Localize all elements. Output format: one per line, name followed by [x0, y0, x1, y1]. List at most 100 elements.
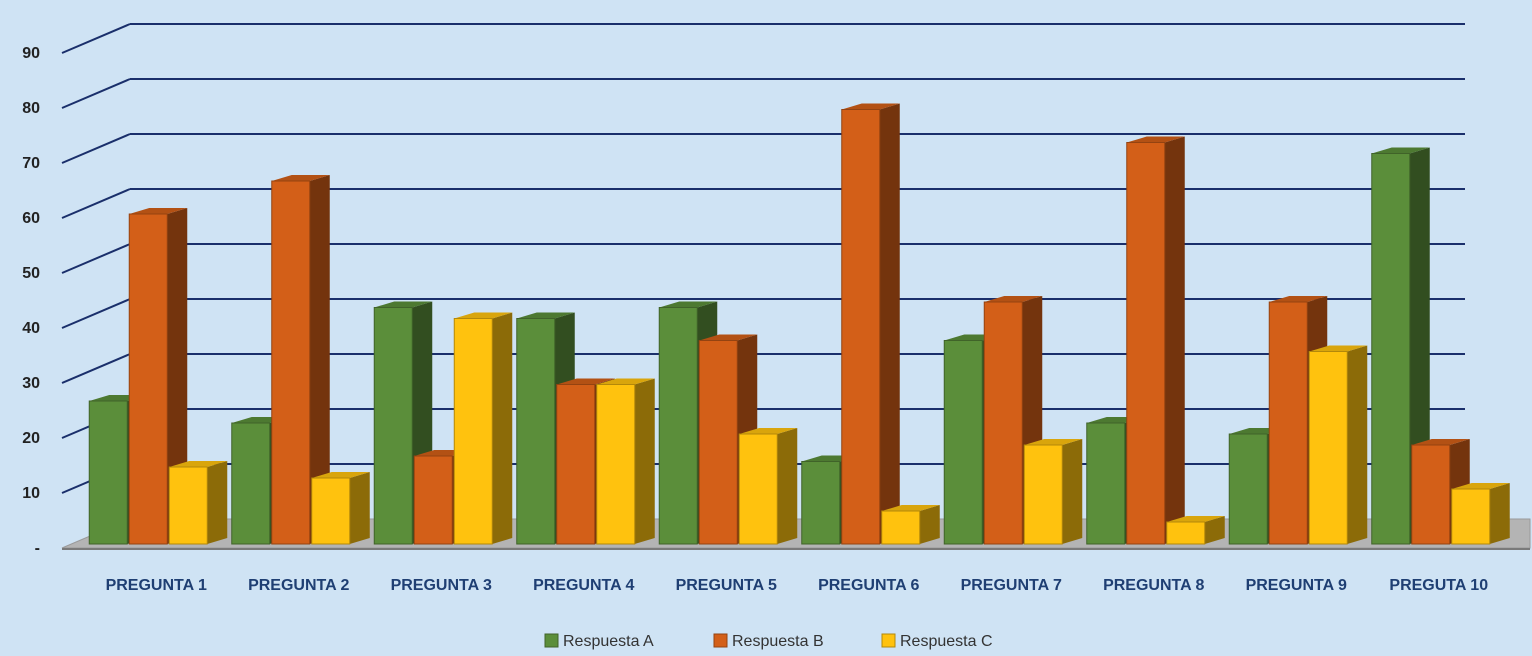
x-tick-label: PREGUNTA 5	[676, 577, 777, 594]
bar-side	[309, 175, 330, 544]
bar-front	[983, 301, 1023, 545]
bar-front	[1308, 351, 1348, 545]
x-tick-label: PREGUTA 10	[1389, 577, 1488, 594]
bar-front	[556, 384, 596, 545]
legend-item: Respuesta A	[544, 633, 654, 650]
bar-front	[1268, 301, 1308, 545]
bar-side	[1204, 516, 1225, 544]
bar-top	[699, 334, 758, 341]
bar-top	[841, 103, 900, 110]
bar-top	[1309, 345, 1368, 352]
bar-front	[88, 400, 128, 545]
bar-side	[1347, 345, 1368, 544]
legend: Respuesta A Respuesta B Respuesta C	[544, 633, 993, 650]
bar-front	[738, 433, 778, 545]
bar	[311, 472, 370, 545]
gridline-depth	[61, 78, 131, 109]
bar-top	[169, 461, 228, 467]
bar-top	[1126, 136, 1185, 143]
bar	[596, 378, 655, 545]
y-tick-label: 20	[22, 430, 40, 447]
gridline-depth	[61, 243, 131, 274]
bar-side	[1062, 439, 1083, 544]
bar-front	[1228, 433, 1268, 545]
x-tick-label: PREGUNTA 1	[106, 577, 207, 594]
gridline-depth	[61, 23, 131, 54]
bar-top	[1166, 516, 1225, 522]
y-tick-label: 70	[22, 155, 40, 172]
bar-front	[231, 422, 271, 545]
gridline-depth	[61, 298, 131, 329]
bar	[1451, 483, 1510, 545]
bar-front	[1411, 444, 1451, 545]
legend-item: Respuesta B	[713, 633, 824, 650]
bar	[841, 103, 900, 545]
bar-front	[801, 461, 841, 545]
y-tick-label: -	[35, 540, 40, 557]
bar-side	[1164, 136, 1185, 544]
bar-front	[1126, 142, 1166, 545]
legend-swatch	[544, 633, 559, 648]
bar	[453, 312, 513, 545]
x-tick-label: PREGUNTA 2	[248, 577, 349, 594]
bar-front	[271, 180, 311, 545]
bar-front	[1451, 488, 1491, 545]
bar-side	[492, 312, 513, 544]
bar	[1126, 136, 1185, 545]
bar-top	[984, 296, 1043, 302]
x-tick-label: PREGUNTA 8	[1103, 577, 1204, 594]
y-tick-label: 40	[22, 320, 40, 337]
y-tick-label: 60	[22, 210, 40, 227]
gridline-depth	[61, 133, 131, 164]
bar-top	[1269, 296, 1328, 302]
bar-front	[373, 307, 413, 545]
bar-top	[374, 301, 433, 308]
bar-top	[311, 472, 370, 478]
bar	[1023, 439, 1083, 545]
x-tick-label: PREGUNTA 9	[1246, 577, 1347, 594]
y-tick-label: 90	[22, 45, 40, 62]
bar-top	[659, 301, 718, 308]
bar-side	[919, 505, 940, 544]
x-tick-label: PREGUNTA 6	[818, 577, 919, 594]
x-tick-label: PREGUNTA 7	[961, 577, 1062, 594]
bar-top	[596, 378, 655, 385]
bar	[1166, 516, 1225, 545]
bar-side	[879, 103, 900, 544]
legend-swatch	[881, 633, 896, 648]
bar-front	[1023, 444, 1063, 545]
bar-front	[128, 213, 168, 545]
bar-front	[943, 340, 983, 545]
bar-top	[1451, 483, 1510, 489]
bar-front	[881, 510, 921, 545]
bar-front	[596, 384, 636, 545]
bar-front	[453, 318, 493, 545]
y-axis-ticks: - 10 20 30 40 50 60 70 80 90	[22, 45, 40, 557]
x-tick-label: PREGUNTA 3	[391, 577, 492, 594]
bar-front	[1371, 153, 1411, 545]
bar-top	[1411, 439, 1470, 445]
bar-front	[1086, 422, 1126, 545]
bars	[88, 103, 1510, 545]
bar-front	[841, 109, 881, 545]
bar-side	[349, 472, 370, 544]
bar-front	[516, 318, 556, 545]
legend-swatch	[713, 633, 728, 648]
bar-side	[167, 208, 188, 544]
back-wall	[61, 23, 1465, 494]
y-tick-label: 80	[22, 100, 40, 117]
bar	[373, 301, 433, 545]
bar-side	[207, 461, 228, 544]
bar-front	[1166, 521, 1206, 545]
bar	[881, 505, 940, 545]
bar	[1308, 345, 1368, 545]
legend-item: Respuesta C	[881, 633, 993, 650]
legend-label: Respuesta B	[732, 633, 824, 650]
bar-front	[413, 455, 453, 545]
bar	[168, 461, 228, 545]
x-tick-label: PREGUNTA 4	[533, 577, 634, 594]
y-tick-label: 50	[22, 265, 40, 282]
bar-top	[556, 378, 615, 385]
